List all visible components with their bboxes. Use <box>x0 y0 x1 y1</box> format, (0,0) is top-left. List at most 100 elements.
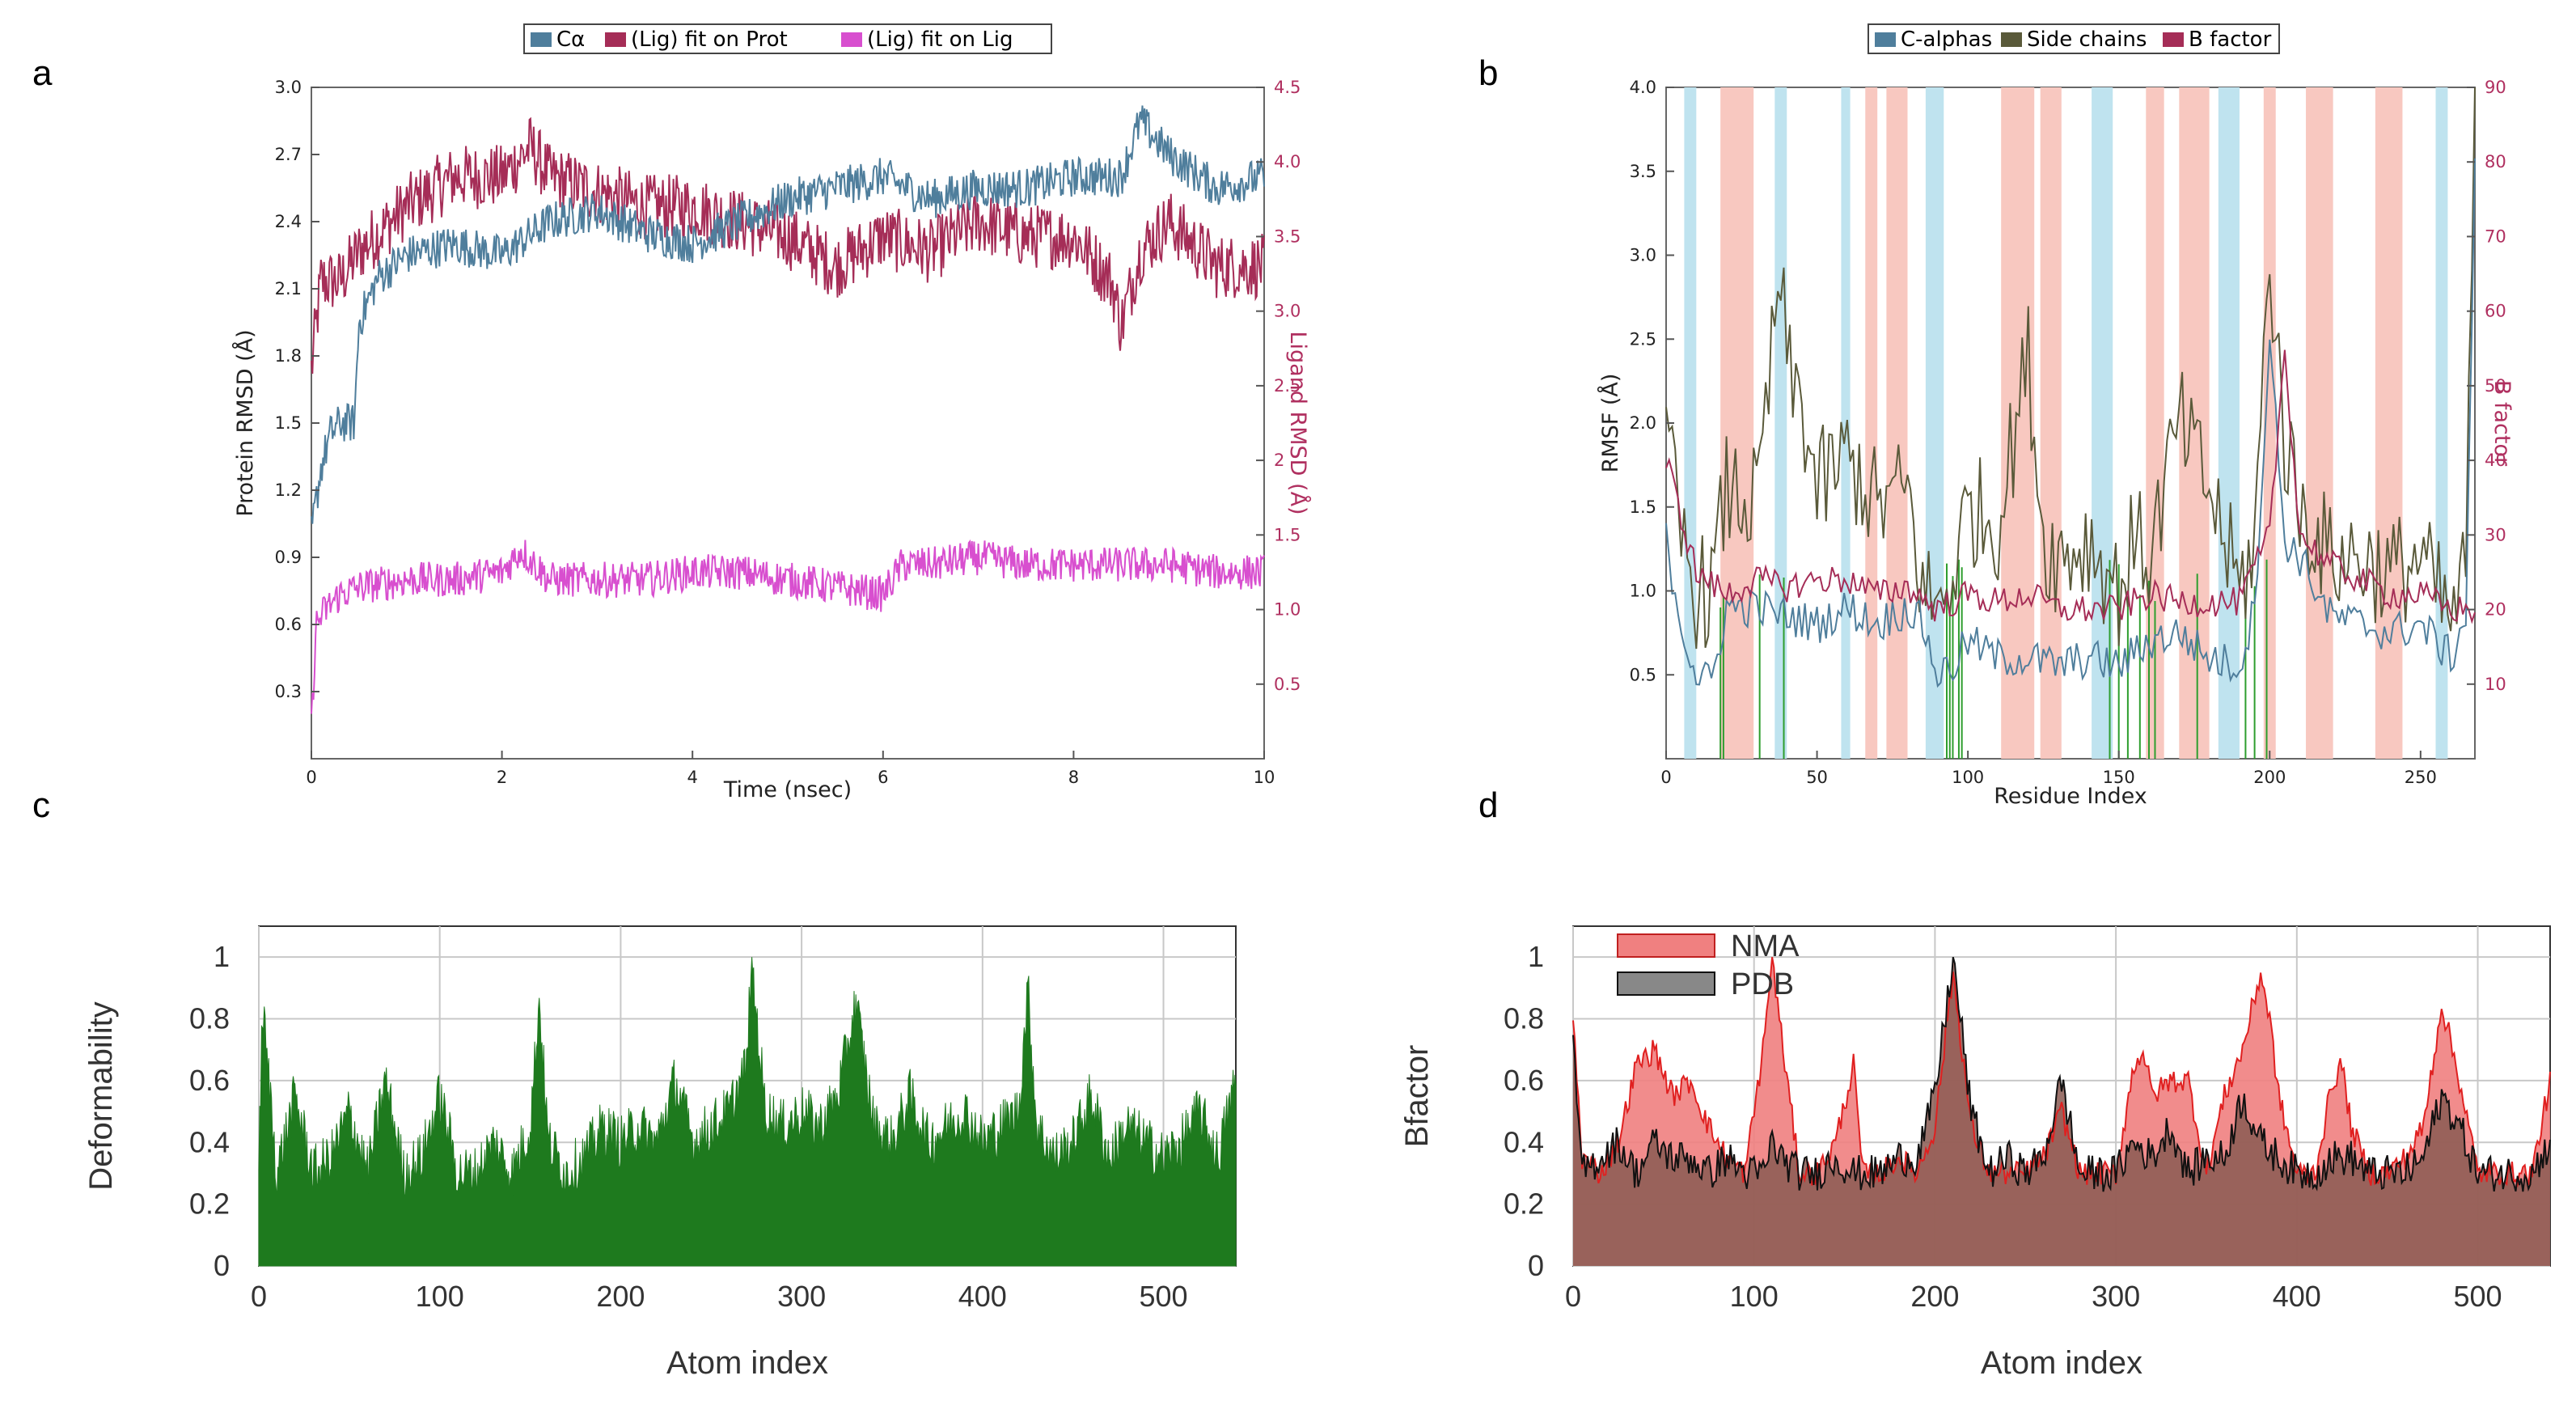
legend-b-swatch-sidechains <box>2001 32 2022 47</box>
legend-b: C-alphas Side chains B factor <box>1867 23 2280 54</box>
y-tick-label-b-right: 70 <box>2485 226 2506 246</box>
y-tick-label-a-left: 0.6 <box>275 615 302 634</box>
y-tick-label-a-right: 0.5 <box>1274 675 1301 694</box>
x-tick-label-a: 10 <box>1254 768 1275 787</box>
y-tick-label-b-left: 3.5 <box>1630 162 1656 181</box>
plot-d-marks <box>1572 956 2551 1266</box>
legend-d-label-pdb: PDB <box>1731 967 1794 1001</box>
y-tick-label-d: 0.6 <box>1504 1064 1544 1097</box>
legend-d-label-nma: NMA <box>1731 929 1800 963</box>
legend-b-label-bfactor: B factor <box>2189 28 2272 52</box>
legend-a-label-lig-prot: (Lig) fit on Prot <box>631 28 788 52</box>
series-line-lig-prot <box>311 116 1265 375</box>
y-tick-label-b-left: 3.0 <box>1630 246 1656 265</box>
y-tick-label-a-right: 3.5 <box>1274 226 1301 246</box>
x-tick-label-a: 4 <box>687 768 698 787</box>
x-tick-label-a: 6 <box>878 768 888 787</box>
legend-d: NMA PDB <box>1617 929 1800 1001</box>
x-tick-label-d: 500 <box>2453 1280 2502 1313</box>
x-tick-label-d: 0 <box>1565 1280 1581 1313</box>
legend-b-label-sidechains: Side chains <box>2027 28 2147 52</box>
y-tick-label-b-left: 1.5 <box>1630 497 1656 517</box>
pdb-line <box>1572 956 2551 1192</box>
legend-b-swatch-bfactor <box>2163 32 2184 47</box>
plot-c-ticks: 0 100 200 300 400 500 0 0.2 0.4 0.6 0.8 1 <box>189 940 1188 1313</box>
x-axis-label-c: Atom index <box>666 1345 828 1381</box>
helix-band <box>2375 87 2403 759</box>
pdb-area <box>1573 957 2550 1266</box>
legend-d-swatch-nma <box>1617 933 1715 958</box>
y-tick-label-a-right: 1.5 <box>1274 525 1301 544</box>
legend-d-swatch-pdb <box>1617 971 1715 996</box>
y-tick-label-b-left: 4.0 <box>1630 78 1656 97</box>
y-tick-label-b-right: 50 <box>2485 376 2506 396</box>
y-tick-label-c: 0.4 <box>189 1125 230 1158</box>
y-tick-label-c: 0.8 <box>189 1002 230 1035</box>
series-line-bfactor <box>1665 349 2476 624</box>
x-tick-label-a: 2 <box>497 768 507 787</box>
y-tick-label-d: 0.2 <box>1504 1187 1544 1221</box>
y-axis-label-c: Deformability <box>83 1001 119 1190</box>
plot-area-a <box>311 87 1265 760</box>
y-tick-label-b-right: 80 <box>2485 152 2506 171</box>
y-tick-label-a-left: 3.0 <box>275 78 302 97</box>
y-tick-label-c: 1 <box>214 940 230 973</box>
y-tick-label-a-right: 2.5 <box>1274 376 1301 396</box>
x-tick-label-b: 250 <box>2405 768 2437 787</box>
legend-a-swatch-calpha <box>531 32 552 47</box>
plot-a-marks <box>311 105 1265 714</box>
legend-b-swatch-calpha <box>1875 32 1896 47</box>
y-axis-label-b-right: B factor <box>2489 380 2515 467</box>
y-tick-label-a-left: 0.9 <box>275 548 302 567</box>
plot-c-marks <box>258 957 1237 1267</box>
y-tick-label-b-left: 0.5 <box>1630 665 1656 684</box>
helix-band <box>2001 87 2035 759</box>
strand-band <box>2218 87 2240 759</box>
y-tick-label-b-right: 90 <box>2485 78 2506 97</box>
panel-d: 0 100 200 300 400 500 0 0.2 0.4 0.6 0.8 1 NMA PDB A… <box>1399 925 2551 1381</box>
x-tick-label-b: 100 <box>1952 768 1984 787</box>
y-tick-label-d: 1 <box>1528 940 1544 973</box>
y-tick-label-a-right: 3.0 <box>1274 302 1301 321</box>
legend-b-label-calpha: C-alphas <box>1901 28 1992 52</box>
legend-a-swatch-lig-prot <box>605 32 626 47</box>
helix-band <box>1886 87 1908 759</box>
panel-b: C-alphas Side chains B factor 0 50 100 150 2… <box>1597 23 2515 809</box>
x-tick-label-a: 8 <box>1068 768 1079 787</box>
y-axis-label-a-left: Protein RMSD (Å) <box>232 329 258 516</box>
y-tick-label-b-left: 2.0 <box>1630 413 1656 433</box>
series-line-calpha <box>1665 158 2476 688</box>
helix-band <box>2306 87 2333 759</box>
helix-band <box>1720 87 1754 759</box>
y-tick-label-c: 0.2 <box>189 1187 230 1221</box>
y-tick-label-a-left: 1.2 <box>275 480 302 500</box>
y-tick-label-c: 0 <box>214 1249 230 1282</box>
series-line-lig-lig <box>311 539 1265 714</box>
strand-band <box>2435 87 2448 759</box>
y-tick-label-c: 0.6 <box>189 1064 230 1097</box>
x-axis-label-a: Time (nsec) <box>723 777 852 802</box>
y-tick-label-b-right: 60 <box>2485 302 2506 321</box>
y-tick-label-a-right: 4.5 <box>1274 78 1301 97</box>
strand-band <box>1774 87 1787 759</box>
legend-b-box <box>1867 23 2280 54</box>
y-tick-label-a-left: 0.3 <box>275 682 302 701</box>
y-tick-label-a-right: 2 <box>1274 451 1284 470</box>
y-tick-label-d: 0.4 <box>1504 1125 1544 1158</box>
panel-letter-c: c <box>32 785 50 825</box>
x-axis-label-b: Residue Index <box>1994 784 2147 809</box>
legend-a: Cα (Lig) fit on Prot (Lig) fit on Lig <box>523 23 1052 54</box>
y-tick-label-a-left: 2.7 <box>275 145 302 164</box>
legend-a-swatch-lig-lig <box>841 32 862 47</box>
y-tick-label-d: 0 <box>1528 1249 1544 1282</box>
y-tick-label-b-left: 1.0 <box>1630 582 1656 601</box>
y-tick-label-a-left: 1.8 <box>275 346 302 366</box>
nma-line <box>1572 957 2551 1188</box>
y-tick-label-d: 0.8 <box>1504 1002 1544 1035</box>
panel-c: 0 100 200 300 400 500 0 0.2 0.4 0.6 0.8 1 Atom inde… <box>83 925 1237 1381</box>
deformability-area <box>258 957 1237 1267</box>
panel-letter-b: b <box>1478 53 1498 93</box>
x-tick-label-d: 200 <box>1910 1280 1959 1313</box>
x-tick-label-b: 150 <box>2103 768 2135 787</box>
x-tick-label-b: 50 <box>1806 768 1828 787</box>
